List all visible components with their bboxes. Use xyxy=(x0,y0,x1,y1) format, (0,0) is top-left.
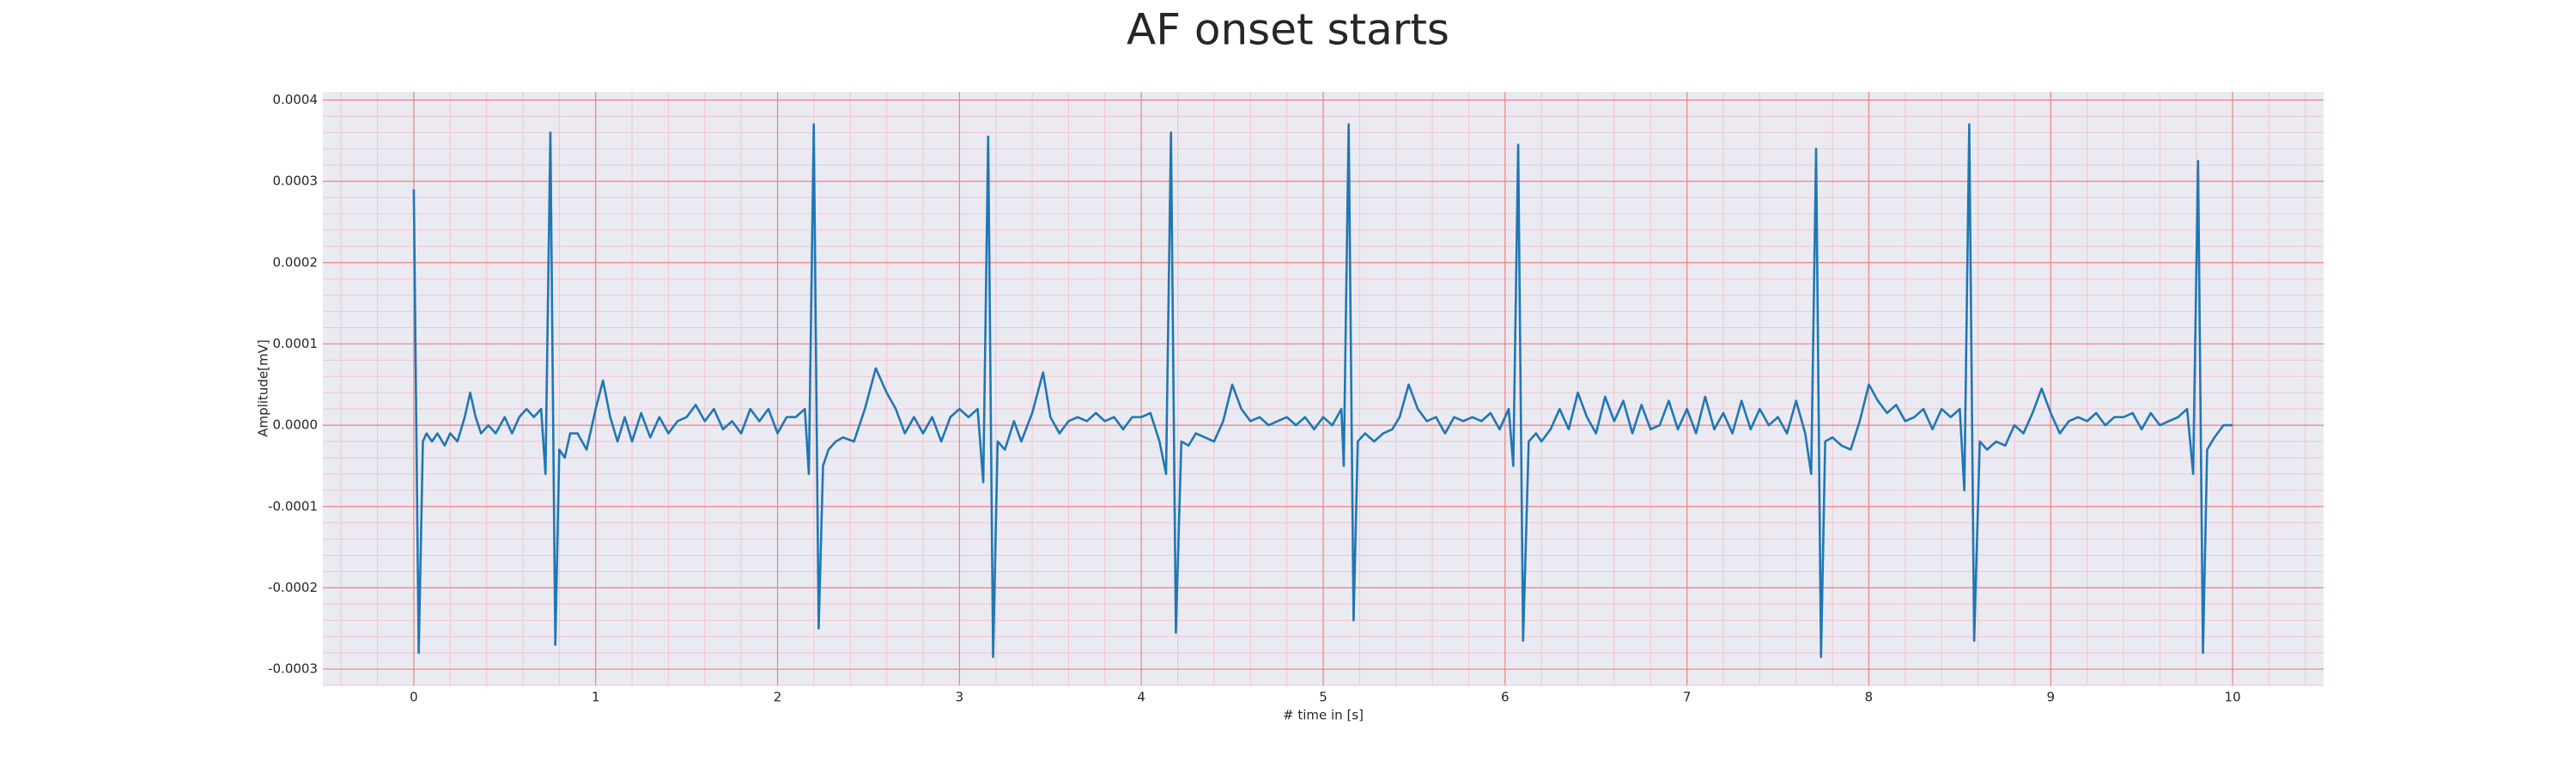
chart-title: AF onset starts xyxy=(1127,5,1449,55)
y-tick-label: -0.0002 xyxy=(268,580,318,595)
y-tick-label: 0.0000 xyxy=(273,417,319,433)
y-tick-label: -0.0003 xyxy=(268,661,318,677)
x-axis-label: # time in [s] xyxy=(1283,708,1364,723)
x-tick-label: 3 xyxy=(956,690,964,705)
y-tick-label: 0.0001 xyxy=(273,336,319,351)
x-tick-label: 5 xyxy=(1319,690,1327,705)
x-tick-label: 4 xyxy=(1137,690,1145,705)
y-tick-label: -0.0001 xyxy=(268,498,318,514)
y-tick-label: 0.0004 xyxy=(273,92,319,107)
x-tick-label: 9 xyxy=(2046,690,2055,705)
signal-line xyxy=(412,123,2233,659)
x-tick-label: 7 xyxy=(1683,690,1692,705)
y-axis-label: Amplitude[mV] xyxy=(256,339,271,436)
x-tick-label: 1 xyxy=(592,690,600,705)
y-tick-label: 0.0002 xyxy=(273,254,319,270)
x-tick-label: 0 xyxy=(410,690,418,705)
x-tick-label: 8 xyxy=(1865,690,1874,705)
x-tick-label: 10 xyxy=(2225,690,2241,705)
x-tick-label: 2 xyxy=(774,690,782,705)
y-tick-label: 0.0003 xyxy=(273,173,319,189)
x-tick-label: 6 xyxy=(1501,690,1510,705)
